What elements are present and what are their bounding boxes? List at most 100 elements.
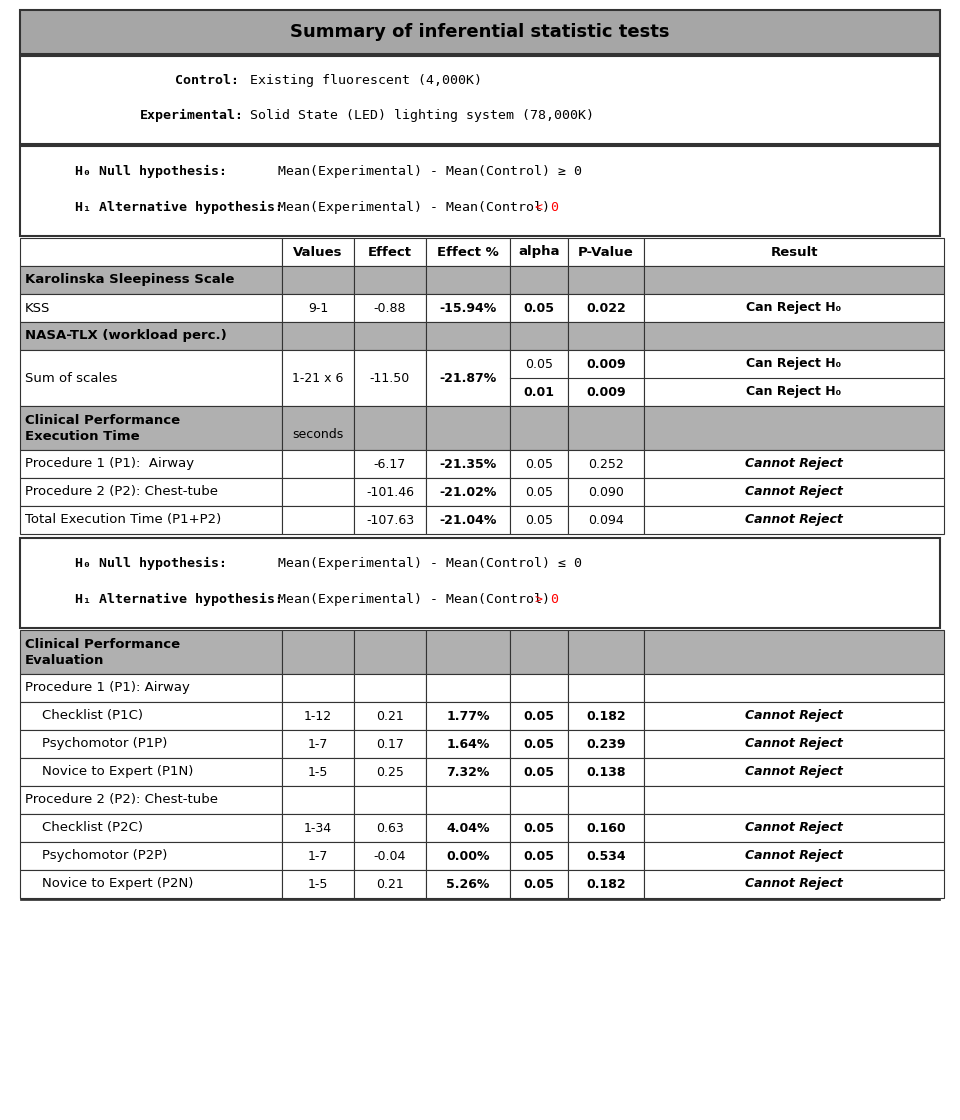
Bar <box>282 323 354 349</box>
Bar <box>354 758 426 786</box>
Bar <box>644 870 944 898</box>
Bar <box>644 730 944 758</box>
Text: 0.01: 0.01 <box>523 385 555 399</box>
Text: -6.17: -6.17 <box>373 457 406 470</box>
Text: Cannot Reject: Cannot Reject <box>745 877 843 890</box>
Text: Procedure 1 (P1): Airway: Procedure 1 (P1): Airway <box>25 681 190 694</box>
Text: 0.022: 0.022 <box>587 301 626 315</box>
Text: -21.04%: -21.04% <box>440 513 496 526</box>
Text: 1.77%: 1.77% <box>446 709 490 722</box>
Bar <box>20 786 282 814</box>
Text: 0.05: 0.05 <box>523 737 555 750</box>
Text: 0.094: 0.094 <box>588 513 624 526</box>
Bar <box>510 629 568 674</box>
Text: 1-7: 1-7 <box>308 849 328 862</box>
Bar <box>20 267 282 295</box>
Bar <box>20 478 282 506</box>
Text: Novice to Expert (P1N): Novice to Expert (P1N) <box>25 765 193 778</box>
Bar <box>426 758 510 786</box>
Bar <box>282 450 354 478</box>
Bar <box>354 239 426 267</box>
Text: 0.05: 0.05 <box>525 357 553 371</box>
Bar <box>510 239 568 267</box>
Text: 0.05: 0.05 <box>523 849 555 862</box>
Bar <box>20 506 282 534</box>
Bar <box>644 842 944 870</box>
Text: 1-5: 1-5 <box>308 877 328 890</box>
Text: 0.25: 0.25 <box>376 765 404 778</box>
Bar <box>20 239 282 267</box>
Bar <box>426 295 510 323</box>
Text: -21.02%: -21.02% <box>440 485 496 498</box>
Text: Effect %: Effect % <box>437 245 499 259</box>
Bar <box>426 842 510 870</box>
Bar <box>644 239 944 267</box>
Text: 5.26%: 5.26% <box>446 877 490 890</box>
Text: alpha: alpha <box>518 245 560 259</box>
Text: -21.35%: -21.35% <box>440 457 496 470</box>
Text: 0.009: 0.009 <box>587 385 626 399</box>
Bar <box>20 349 282 407</box>
Bar <box>282 267 354 295</box>
Bar <box>282 730 354 758</box>
Bar <box>20 56 940 144</box>
Text: 1-12: 1-12 <box>304 709 332 722</box>
Bar <box>644 814 944 842</box>
Bar <box>510 450 568 478</box>
Text: Cannot Reject: Cannot Reject <box>745 485 843 498</box>
Text: 4.04%: 4.04% <box>446 821 490 834</box>
Bar <box>20 323 282 349</box>
Bar <box>354 842 426 870</box>
Text: Can Reject H₀: Can Reject H₀ <box>747 385 842 399</box>
Text: 7.32%: 7.32% <box>446 765 490 778</box>
Bar <box>20 898 940 900</box>
Text: Total Execution Time (P1+P2): Total Execution Time (P1+P2) <box>25 513 221 526</box>
Bar <box>644 407 944 450</box>
Bar <box>426 239 510 267</box>
Bar <box>20 758 282 786</box>
Bar <box>426 323 510 349</box>
Bar <box>426 407 510 450</box>
Text: 0.05: 0.05 <box>523 301 555 315</box>
Text: Effect: Effect <box>368 245 412 259</box>
Text: Mean(Experimental) - Mean(Control) ≤ 0: Mean(Experimental) - Mean(Control) ≤ 0 <box>278 557 582 570</box>
Text: Experimental:: Experimental: <box>140 110 244 122</box>
Bar <box>354 870 426 898</box>
Bar <box>426 730 510 758</box>
Text: 0.05: 0.05 <box>523 765 555 778</box>
Bar <box>282 629 354 674</box>
Text: Clinical Performance: Clinical Performance <box>25 637 180 651</box>
Bar <box>426 349 510 407</box>
Bar <box>644 629 944 674</box>
Bar <box>568 814 644 842</box>
Bar <box>354 506 426 534</box>
Text: Clinical Performance: Clinical Performance <box>25 413 180 427</box>
Bar <box>426 786 510 814</box>
Bar <box>354 730 426 758</box>
Text: 0.05: 0.05 <box>525 513 553 526</box>
Bar <box>282 239 354 267</box>
Bar <box>510 506 568 534</box>
Text: Procedure 2 (P2): Chest-tube: Procedure 2 (P2): Chest-tube <box>25 485 218 498</box>
Bar <box>568 407 644 450</box>
Text: Karolinska Sleepiness Scale: Karolinska Sleepiness Scale <box>25 273 234 287</box>
Bar <box>426 267 510 295</box>
Bar <box>20 538 940 628</box>
Bar <box>354 478 426 506</box>
Text: < 0: < 0 <box>535 200 559 214</box>
Bar <box>20 702 282 730</box>
Text: -15.94%: -15.94% <box>440 301 496 315</box>
Text: -21.87%: -21.87% <box>440 372 496 384</box>
Text: -107.63: -107.63 <box>366 513 414 526</box>
Bar <box>20 870 282 898</box>
Bar <box>568 450 644 478</box>
Bar <box>644 295 944 323</box>
Bar <box>644 702 944 730</box>
Bar <box>282 349 354 407</box>
Text: H₁ Alternative hypothesis:: H₁ Alternative hypothesis: <box>75 200 283 214</box>
Text: 0.63: 0.63 <box>376 821 404 834</box>
Bar <box>644 323 944 349</box>
Bar <box>510 758 568 786</box>
Bar <box>426 870 510 898</box>
Bar <box>282 758 354 786</box>
